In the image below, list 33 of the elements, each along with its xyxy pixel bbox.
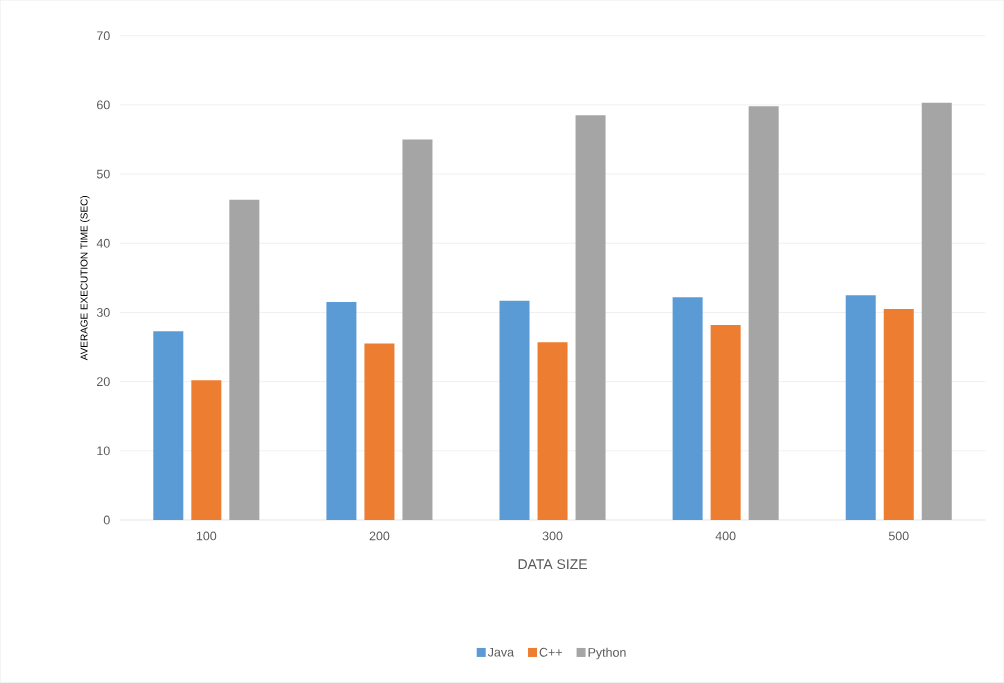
- x-tick-label: 400: [715, 531, 736, 541]
- x-axis-title: DATA SIZE: [518, 559, 587, 570]
- bar: [710, 324, 741, 521]
- y-tick-label: 60: [97, 100, 110, 110]
- y-tick-label: 30: [96, 308, 110, 317]
- bar: [229, 199, 260, 521]
- y-tick-label: 40: [96, 238, 110, 248]
- bar: [326, 302, 357, 521]
- bar: [364, 343, 395, 521]
- bar: [153, 331, 184, 521]
- y-tick-label: 20: [97, 377, 110, 387]
- bar: [672, 297, 703, 521]
- x-tick-label: 200: [369, 531, 390, 541]
- x-tick-label: 100: [196, 531, 217, 541]
- x-tick-label: 300: [542, 531, 563, 541]
- y-tick-label: 10: [97, 446, 110, 456]
- bar: [845, 295, 876, 521]
- legend-label: C++: [539, 647, 562, 657]
- bar: [499, 300, 530, 521]
- bar: [921, 102, 952, 521]
- bar: [748, 106, 779, 521]
- y-tick-label: 50: [96, 169, 110, 179]
- legend-label: Java: [487, 648, 515, 657]
- bar: [575, 115, 606, 521]
- y-tick-label: 70: [97, 31, 110, 41]
- bar: [883, 309, 914, 521]
- bar: [537, 342, 568, 521]
- y-tick-label: 0: [103, 515, 110, 525]
- x-tick-label: 500: [888, 531, 909, 541]
- y-axis-title: AVERAGE EXECUTION TIME (SEC): [80, 196, 90, 361]
- bar: [191, 380, 222, 521]
- bar: [402, 139, 433, 521]
- legend-label: Python: [588, 647, 626, 660]
